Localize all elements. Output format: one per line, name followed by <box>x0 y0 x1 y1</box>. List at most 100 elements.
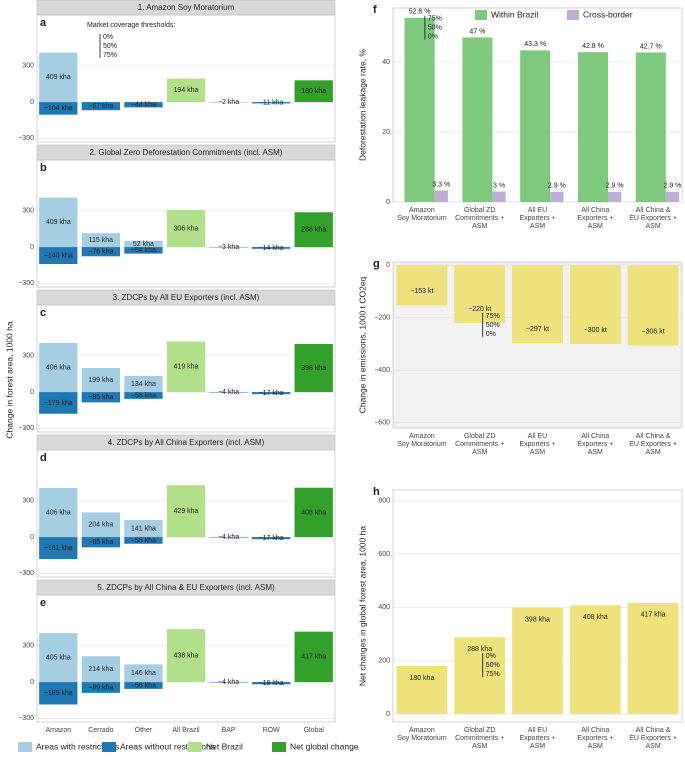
annotation-label: 75% <box>428 16 442 23</box>
legend-swatch <box>567 10 579 20</box>
value-label: 406 kha <box>46 509 71 516</box>
bar <box>81 537 121 548</box>
annotation-label: 0% <box>103 34 113 41</box>
value-label: 180 kha <box>301 88 326 95</box>
bar <box>166 210 206 248</box>
bar <box>124 102 163 108</box>
y-tick-label: −400 <box>374 367 390 374</box>
x-tick-label: Global <box>304 727 325 734</box>
value-label: 408 kha <box>301 509 326 516</box>
panel-letter: a <box>40 17 47 29</box>
annotation-label: 50% <box>103 43 117 50</box>
bar <box>294 343 333 393</box>
bar <box>294 631 333 683</box>
value-label: 406 kha <box>46 364 71 371</box>
legend-swatch <box>475 10 487 20</box>
annotation-label: 0% <box>428 34 438 41</box>
bar <box>454 637 506 714</box>
bar <box>608 191 622 202</box>
value-label: 2.9 % <box>664 183 682 190</box>
x-tick-label: Amazon Soy Moratorium <box>397 727 447 742</box>
value-label: −104 kha <box>44 105 73 112</box>
bar <box>39 392 78 414</box>
bar <box>251 102 291 104</box>
panel-title: 4. ZDCPs by All China Exporters (incl. A… <box>108 438 265 447</box>
bar <box>39 102 78 115</box>
legend-label: Within Brazil <box>491 9 538 19</box>
bar <box>396 265 448 306</box>
strip <box>36 289 336 306</box>
x-tick-label: All China & EU Exporters + ASM <box>629 433 677 456</box>
bar <box>124 240 163 248</box>
y-tick-label: 300 <box>22 643 34 650</box>
panel-letter: h <box>373 486 380 498</box>
annotation-label: 75% <box>486 671 500 678</box>
value-label: −67 kha <box>88 103 113 110</box>
value-label: −179 kha <box>44 400 73 407</box>
value-label: −85 kha <box>88 394 113 401</box>
x-tick-label: All Brazil <box>172 727 200 734</box>
legend-swatch <box>188 742 202 752</box>
value-label: 134 kha <box>131 381 156 388</box>
panel-title: 1. Amazon Soy Moratorium <box>138 3 235 12</box>
value-label: −300 kt <box>584 327 607 334</box>
bar <box>166 78 206 103</box>
y-tick-label: 0 <box>30 389 34 396</box>
bar <box>251 392 291 395</box>
panel-title: 3. ZDCPs by All EU Exporters (incl. ASM) <box>113 293 260 302</box>
value-label: −89 kha <box>88 684 113 691</box>
bar <box>492 191 506 202</box>
bar <box>251 247 291 249</box>
x-tick-label: Amazon Soy Moratorium <box>397 207 447 222</box>
bar <box>462 37 493 202</box>
panel-letter: f <box>373 4 377 16</box>
panel-letter: e <box>40 597 46 609</box>
annotation-label: 50% <box>428 25 442 32</box>
value-label: −181 kha <box>44 545 73 552</box>
value-label: 409 kha <box>46 219 71 226</box>
bar <box>627 265 679 346</box>
bar <box>404 17 435 202</box>
value-label: −76 kha <box>88 249 113 256</box>
value-label: 398 kha <box>301 365 326 372</box>
value-label: −54 kha <box>131 247 156 254</box>
annotation-label: 75% <box>486 313 500 320</box>
y-tick-label: 200 <box>378 658 390 665</box>
legend-label: Net Brazil <box>206 741 243 751</box>
value-label: 408 kha <box>583 614 608 621</box>
bar <box>81 368 121 393</box>
y-tick-label: −300 <box>18 715 34 722</box>
y-tick-label: 400 <box>378 604 390 611</box>
value-label: 398 kha <box>525 617 550 624</box>
x-tick-label: All China Exporters + ASM <box>577 433 613 456</box>
value-label: 180 kha <box>409 675 434 682</box>
bar <box>520 50 551 202</box>
value-label: 2.9 % <box>548 183 566 190</box>
bar <box>569 605 621 714</box>
bar <box>577 52 609 202</box>
bar <box>124 392 163 399</box>
value-label: 409 kha <box>46 74 71 81</box>
y-tick-label: −300 <box>18 280 34 287</box>
y-tick-label: −200 <box>374 315 390 322</box>
x-tick-label: All China Exporters + ASM <box>577 727 613 750</box>
bar <box>635 52 666 202</box>
value-label: −3 kha <box>218 244 239 251</box>
plot-background <box>36 14 336 143</box>
value-label: −4 kha <box>218 679 239 686</box>
y-tick-label: 300 <box>22 498 34 505</box>
bar <box>124 520 163 538</box>
value-label: 146 kha <box>131 670 156 677</box>
value-label: 141 kha <box>131 525 156 532</box>
x-tick-label: All EU Exporters + ASM <box>520 727 556 750</box>
x-tick-label: ROW <box>263 727 281 734</box>
annotation-label: 0% <box>486 331 496 338</box>
bar <box>124 682 163 689</box>
y-tick-label: −300 <box>18 425 34 432</box>
annotation-label: 50% <box>486 322 500 329</box>
bar <box>396 666 448 714</box>
bar <box>81 233 121 248</box>
bar <box>251 682 291 685</box>
bar <box>39 197 78 248</box>
bar <box>39 537 78 559</box>
